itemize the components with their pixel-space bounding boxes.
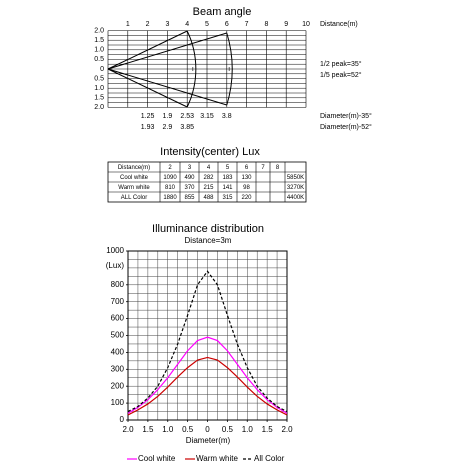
table-cell: 98 — [243, 185, 250, 191]
distance-tick: 3 — [165, 21, 169, 28]
table-cell: 183 — [222, 175, 233, 181]
diameter-35: 1.9 — [163, 113, 173, 120]
table-cell: 488 — [203, 195, 214, 201]
table-row-name: Warm white — [118, 185, 150, 191]
x-axis-label: Diameter(m) — [186, 436, 231, 445]
table-cct: 5850K — [287, 175, 304, 181]
diameter-52: 3.85 — [180, 124, 194, 131]
diameter-52-label: Diameter(m)-52° — [320, 123, 372, 131]
distance-label: Distance(m) — [320, 21, 358, 28]
beam-edge — [107, 30, 188, 70]
x-tick-label: 1.0 — [162, 425, 174, 434]
diameter-52: 2.9 — [163, 124, 173, 131]
y-tick-label: 300 — [111, 364, 125, 373]
table-header: 2 — [168, 165, 172, 171]
chart-title: Illuminance distribution — [152, 223, 264, 235]
table-cell: 855 — [184, 195, 195, 201]
table-cell: 220 — [241, 195, 252, 201]
offset-tick: 2.0 — [94, 27, 104, 34]
table-cell: 370 — [184, 185, 195, 191]
distance-tick: 6 — [225, 21, 229, 28]
y-tick-label: 600 — [111, 314, 125, 323]
table-cct: 3270K — [287, 185, 304, 191]
diameter-35: 1.25 — [141, 113, 155, 120]
table-cell: 1880 — [163, 195, 177, 201]
legend-label: All Color — [254, 454, 285, 463]
distance-tick: 9 — [284, 21, 288, 28]
table-cell: 315 — [222, 195, 233, 201]
diameter-35: 3.15 — [200, 113, 214, 120]
offset-tick: 1.5 — [94, 37, 104, 44]
table-cell: 282 — [203, 175, 214, 181]
offset-tick: 2.0 — [94, 104, 104, 111]
table-header: 7 — [261, 165, 265, 171]
beam-edge — [107, 68, 227, 106]
offset-tick: 0 — [100, 66, 104, 73]
x-tick-label: 1.0 — [242, 425, 254, 434]
x-tick-label: 1.5 — [142, 425, 154, 434]
table-cell: 810 — [165, 185, 176, 191]
diameter-35: 2.53 — [180, 113, 194, 120]
table-cell: 490 — [184, 175, 195, 181]
x-tick-label: 2.0 — [281, 425, 293, 434]
table-header: 8 — [276, 165, 280, 171]
distance-tick: 5 — [205, 21, 209, 28]
offset-tick: 0.5 — [94, 56, 104, 63]
y-tick-label: 500 — [111, 331, 125, 340]
beam-arc — [186, 30, 197, 108]
y-tick-label: 200 — [111, 381, 125, 390]
distance-tick: 2 — [146, 21, 150, 28]
beam-edge — [107, 68, 188, 108]
peak-half: 1/2 peak=35° — [320, 60, 362, 68]
distance-tick: 1 — [126, 21, 130, 28]
distance-tick: 8 — [264, 21, 268, 28]
table-header: Distance(m) — [118, 165, 150, 171]
offset-tick: 1.5 — [94, 95, 104, 102]
series-line — [127, 270, 288, 413]
table-cct: 4400K — [287, 195, 304, 201]
offset-tick: 0.5 — [94, 75, 104, 82]
diameter-52: 1.93 — [141, 124, 155, 131]
x-tick-label: 0.5 — [222, 425, 234, 434]
peak-fifth: 1/5 peak=52° — [320, 71, 362, 79]
table-header: 4 — [207, 165, 211, 171]
beam-title: Beam angle — [193, 6, 252, 18]
y-tick-label: 0 — [120, 415, 125, 424]
table-cell: 141 — [222, 185, 233, 191]
table-header: 3 — [188, 165, 192, 171]
y-axis-label: (Lux) — [106, 261, 125, 270]
legend-label: Cool white — [138, 454, 176, 463]
x-tick-label: 0.5 — [182, 425, 194, 434]
y-tick-label: 100 — [111, 398, 125, 407]
diameter-35-label: Diameter(m)-35° — [320, 112, 372, 120]
legend-label: Warm white — [196, 454, 238, 463]
x-tick-label: 0 — [205, 425, 210, 434]
distance-tick: 10 — [302, 21, 310, 28]
diameter-35: 3.8 — [222, 113, 232, 120]
y-tick-label: 700 — [111, 297, 125, 306]
x-tick-label: 2.0 — [122, 425, 134, 434]
table-row-name: Cool white — [120, 175, 149, 181]
beam-arc — [226, 32, 233, 106]
chart-subtitle: Distance=3m — [185, 236, 232, 245]
table-title: Intensity(center) Lux — [160, 146, 260, 158]
y-tick-label: 400 — [111, 348, 125, 357]
y-tick-label: 1000 — [106, 246, 124, 255]
table-cell: 130 — [241, 175, 252, 181]
table-header: 5 — [226, 165, 230, 171]
series-line — [127, 336, 288, 414]
offset-tick: 1.0 — [94, 85, 104, 92]
table-header: 6 — [245, 165, 249, 171]
table-row-name: ALL Color — [121, 195, 147, 201]
series-line — [127, 356, 288, 416]
y-tick-label: 800 — [111, 280, 125, 289]
beam-edge — [107, 32, 227, 70]
table-cell: 1090 — [163, 175, 177, 181]
x-tick-label: 1.5 — [262, 425, 274, 434]
offset-tick: 1.0 — [94, 47, 104, 54]
table-cell: 215 — [203, 185, 214, 191]
distance-tick: 7 — [245, 21, 249, 28]
distance-tick: 4 — [185, 21, 189, 28]
